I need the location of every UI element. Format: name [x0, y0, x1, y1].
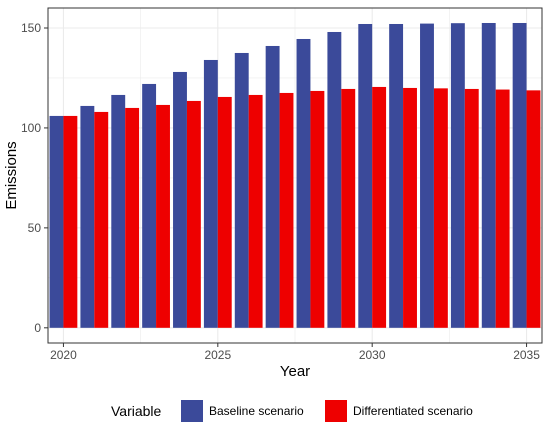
legend-label-differentiated: Differentiated scenario — [353, 404, 473, 418]
legend-key-differentiated — [325, 400, 347, 422]
x-axis: 2020 2025 2030 2035 — [50, 343, 540, 362]
bar-baseline-2026 — [234, 52, 249, 328]
y-tick-label: 150 — [21, 21, 41, 35]
bar-baseline-2030 — [358, 23, 373, 328]
y-tick-label: 0 — [34, 321, 41, 335]
y-axis-title: Emissions — [3, 141, 20, 209]
bar-differentiated-2031 — [403, 87, 417, 328]
plot-panel-border — [47, 7, 543, 344]
bar-baseline-2029 — [327, 31, 342, 328]
bar-baseline-2021 — [80, 105, 95, 328]
y-tick-label: 100 — [21, 121, 41, 135]
x-tick-label: 2035 — [513, 348, 540, 362]
bar-differentiated-2025 — [217, 96, 232, 328]
y-tick-label: 50 — [28, 221, 42, 235]
bar-differentiated-2021 — [94, 111, 109, 328]
bar-differentiated-2023 — [156, 104, 170, 328]
bar-differentiated-2026 — [248, 94, 263, 328]
bar-baseline-2027 — [265, 45, 280, 328]
bar-baseline-2034 — [481, 22, 496, 328]
bar-differentiated-2034 — [495, 89, 510, 328]
bar-baseline-2031 — [389, 23, 404, 328]
bar-differentiated-2022 — [125, 107, 140, 328]
legend-label-baseline: Baseline scenario — [209, 404, 304, 418]
bar-baseline-2024 — [173, 71, 187, 328]
bar-differentiated-2028 — [310, 90, 325, 328]
bar-baseline-2032 — [420, 23, 434, 328]
bar-differentiated-2020 — [63, 115, 78, 328]
bar-differentiated-2029 — [341, 88, 356, 328]
x-tick-label: 2020 — [50, 348, 77, 362]
bar-baseline-2020 — [49, 115, 64, 328]
legend-key-baseline — [181, 400, 203, 422]
bar-differentiated-2032 — [433, 88, 448, 328]
bar-baseline-2028 — [296, 38, 311, 328]
x-tick-label: 2025 — [204, 348, 231, 362]
bar-baseline-2025 — [203, 59, 218, 328]
bars — [49, 22, 541, 328]
legend: Variable Baseline scenario Differentiate… — [111, 400, 473, 422]
y-axis: 0 50 100 150 — [21, 21, 48, 335]
legend-title: Variable — [111, 403, 162, 419]
bar-baseline-2023 — [142, 83, 157, 328]
bar-differentiated-2027 — [279, 92, 294, 328]
bar-baseline-2033 — [450, 23, 465, 328]
bar-differentiated-2033 — [464, 88, 479, 328]
bar-differentiated-2030 — [372, 86, 387, 328]
bar-differentiated-2035 — [526, 90, 541, 328]
bar-baseline-2022 — [111, 94, 126, 328]
bar-baseline-2035 — [512, 22, 527, 328]
bar-differentiated-2024 — [186, 100, 201, 328]
x-axis-title: Year — [280, 363, 310, 380]
x-tick-label: 2030 — [359, 348, 386, 362]
